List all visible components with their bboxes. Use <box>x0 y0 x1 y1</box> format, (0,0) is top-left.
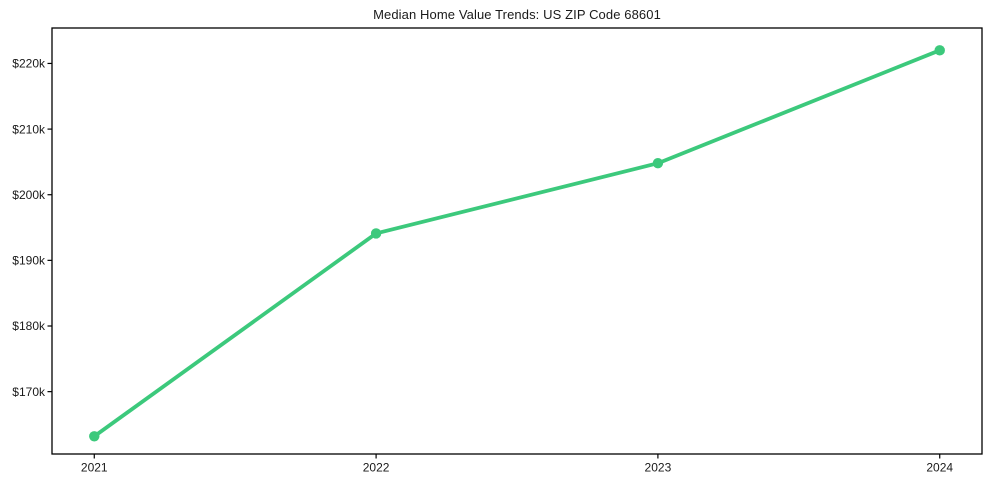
data-point-2022 <box>370 228 382 239</box>
plot-border <box>51 27 983 455</box>
x-tick-label: 2024 <box>926 461 953 475</box>
y-tick-label: $200k <box>12 188 46 202</box>
y-tick-label: $190k <box>12 254 46 268</box>
y-tick-label: $220k <box>12 57 46 71</box>
y-tick-label: $210k <box>12 122 46 136</box>
y-tick-label: $180k <box>12 319 46 333</box>
y-tick-label: $170k <box>12 385 46 399</box>
data-point-2024 <box>934 45 945 56</box>
x-tick-label: 2022 <box>363 461 390 475</box>
x-tick-label: 2021 <box>81 461 108 475</box>
x-tick-label: 2023 <box>645 461 672 475</box>
chart-title: Median Home Value Trends: US ZIP Code 68… <box>373 7 661 22</box>
data-point-2021 <box>89 431 100 442</box>
data-point-2023 <box>652 158 664 169</box>
trend-line <box>92 48 942 439</box>
